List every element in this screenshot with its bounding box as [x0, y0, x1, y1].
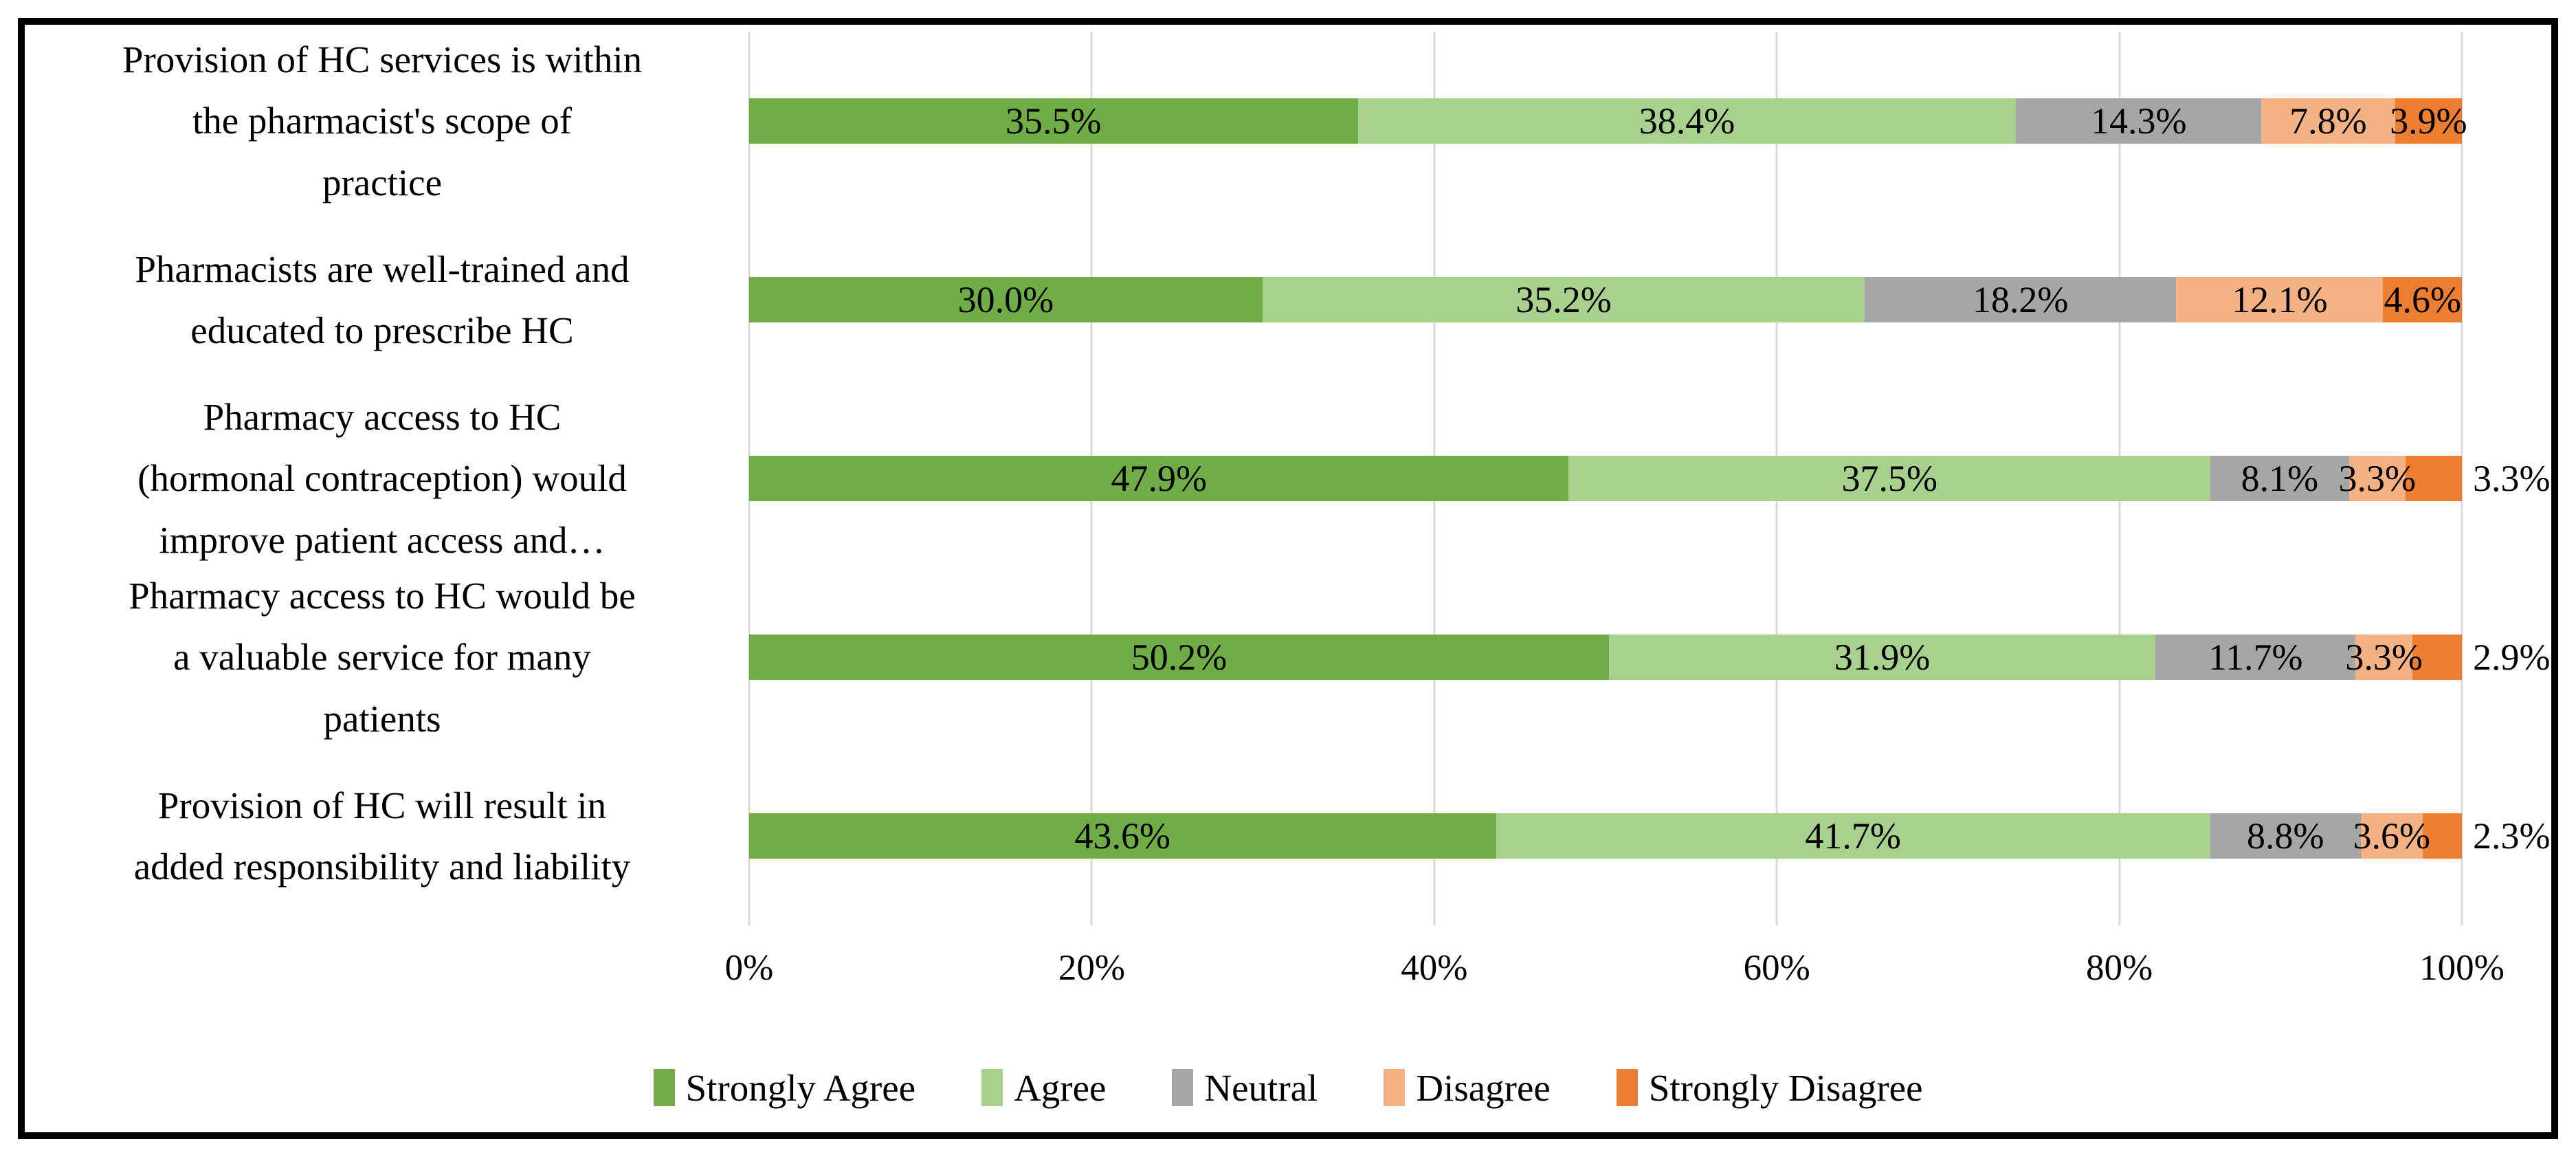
bar-segment-strongly-disagree: 3.3%: [2405, 456, 2550, 501]
bar-segment-disagree: 7.8%: [2261, 98, 2395, 144]
data-label-agree: 38.4%: [1639, 100, 1735, 142]
category-label: Provision of HC services is within the p…: [122, 38, 643, 203]
bar-segment-disagree: 3.3%: [2338, 456, 2416, 501]
legend-marker-strongly-agree-icon: [653, 1069, 675, 1106]
bar-segment-strongly-agree: 50.2%: [749, 635, 1609, 680]
legend-marker-neutral-icon: [1172, 1069, 1194, 1106]
data-label-disagree: 12.1%: [2232, 279, 2328, 320]
data-label-strongly-disagree: 3.9%: [2390, 100, 2467, 142]
bar-segment-strongly-agree: 35.5%: [749, 98, 1358, 144]
data-label-strongly-agree: 43.6%: [1074, 815, 1170, 857]
legend-label: Agree: [1014, 1066, 1107, 1109]
bar-segment-neutral: 14.3%: [2016, 98, 2262, 144]
bar-row: 30.0% 35.2% 18.2% 12.1% 4.6%: [749, 210, 2462, 389]
bar-segment-strongly-agree: 43.6%: [749, 813, 1496, 859]
legend-label: Neutral: [1204, 1066, 1318, 1109]
data-label-strongly-disagree: 3.3%: [2472, 458, 2551, 499]
bar-track: 50.2% 31.9% 11.7% 3.3% 2.9%: [749, 635, 2550, 680]
legend-label: Strongly Disagree: [1648, 1066, 1923, 1109]
bar-segment-neutral: 11.7%: [2155, 635, 2356, 680]
data-label-disagree: 3.3%: [2338, 458, 2416, 499]
data-label-neutral: 8.1%: [2241, 458, 2319, 499]
data-label-strongly-agree: 50.2%: [1131, 637, 1228, 678]
x-tick-label: 80%: [2086, 948, 2153, 988]
legend-item-disagree: Disagree: [1384, 1066, 1551, 1110]
bar-segment-agree: 31.9%: [1608, 635, 2155, 680]
x-tick-label: 40%: [1401, 948, 1468, 988]
category-axis: Provision of HC services is within the p…: [27, 32, 737, 925]
bar-row: 50.2% 31.9% 11.7% 3.3% 2.9%: [749, 568, 2550, 747]
legend-marker-disagree-icon: [1384, 1069, 1406, 1106]
data-label-strongly-agree: 35.5%: [1006, 100, 1102, 142]
bar-segment-strongly-disagree: 2.3%: [2422, 813, 2550, 859]
bar-segment-strongly-disagree: 4.6%: [2383, 277, 2462, 322]
bar-segment-disagree: 12.1%: [2176, 277, 2384, 322]
legend-marker-strongly-disagree-icon: [1616, 1069, 1638, 1106]
bar-segment-neutral: 18.2%: [1865, 277, 2177, 322]
x-tick-label: 0%: [724, 948, 774, 988]
data-label-strongly-disagree: 4.6%: [2384, 279, 2461, 320]
bar-segment-strongly-disagree: 2.9%: [2412, 635, 2550, 680]
category-label: Pharmacists are well-trained and educate…: [135, 247, 630, 351]
data-label-disagree: 7.8%: [2289, 100, 2367, 142]
bar-track: 47.9% 37.5% 8.1% 3.3% 3.3%: [749, 456, 2550, 501]
bar-track: 35.5% 38.4% 14.3% 7.8% 3.9%: [749, 98, 2467, 144]
bar-row: 35.5% 38.4% 14.3% 7.8% 3.9%: [749, 32, 2467, 210]
bar-segment-agree: 37.5%: [1568, 456, 2211, 501]
legend-item-neutral: Neutral: [1172, 1066, 1318, 1110]
bar-segment-agree: 35.2%: [1262, 277, 1865, 322]
bar-row: 47.9% 37.5% 8.1% 3.3% 3.3%: [749, 389, 2550, 568]
data-label-strongly-agree: 47.9%: [1111, 458, 1207, 499]
bar-rows-layer: 35.5% 38.4% 14.3% 7.8% 3.9% 30.0% 35.2% 18.2% 12…: [749, 32, 2550, 925]
bar-segment-strongly-agree: 30.0%: [749, 277, 1263, 322]
legend-marker-agree-icon: [981, 1069, 1003, 1106]
data-label-neutral: 18.2%: [1972, 279, 2069, 320]
category-label: Provision of HC will result in added res…: [133, 784, 631, 888]
gridline: [2461, 32, 2463, 925]
bar-segment-neutral: 8.8%: [2210, 813, 2361, 859]
bar-segment-disagree: 3.6%: [2353, 813, 2430, 859]
data-label-disagree: 3.6%: [2353, 815, 2431, 857]
bar-track: 30.0% 35.2% 18.2% 12.1% 4.6%: [749, 277, 2462, 322]
x-tick-label: 60%: [1743, 948, 1810, 988]
data-label-strongly-disagree: 2.3%: [2472, 815, 2551, 857]
data-label-neutral: 11.7%: [2208, 637, 2303, 678]
data-label-strongly-agree: 30.0%: [957, 279, 1054, 320]
data-label-agree: 41.7%: [1805, 815, 1901, 857]
x-tick-label: 20%: [1058, 948, 1125, 988]
bar-segment-neutral: 8.1%: [2210, 456, 2349, 501]
bar-segment-disagree: 3.3%: [2345, 635, 2423, 680]
data-label-neutral: 8.8%: [2247, 815, 2324, 857]
bar-track: 43.6% 41.7% 8.8% 3.6% 2.3%: [749, 813, 2550, 859]
bar-segment-agree: 41.7%: [1496, 813, 2210, 859]
bar-segment-strongly-disagree: 3.9%: [2390, 98, 2467, 144]
data-label-agree: 35.2%: [1515, 279, 1612, 320]
category-label: Pharmacy access to HC (hormonal contrace…: [137, 396, 627, 561]
x-axis: 0% 20% 40% 60% 80% 100%: [725, 947, 2505, 1002]
legend-item-agree: Agree: [981, 1066, 1106, 1110]
legend-label: Strongly Agree: [685, 1066, 916, 1109]
legend-item-strongly-agree: Strongly Agree: [653, 1066, 916, 1110]
legend: Strongly Agree Agree Neutral Disagree Strong…: [27, 1053, 2549, 1122]
bar-segment-strongly-agree: 47.9%: [749, 456, 1569, 501]
legend-item-strongly-disagree: Strongly Disagree: [1616, 1066, 1923, 1110]
legend-label: Disagree: [1416, 1066, 1551, 1109]
bar-row: 43.6% 41.7% 8.8% 3.6% 2.3%: [749, 747, 2550, 925]
data-label-agree: 31.9%: [1834, 637, 1931, 678]
data-label-disagree: 3.3%: [2345, 637, 2423, 678]
x-tick-label: 100%: [2419, 948, 2505, 988]
category-label: Pharmacy access to HC would be a valuabl…: [129, 575, 636, 740]
plot-area: 35.5% 38.4% 14.3% 7.8% 3.9% 30.0% 35.2% 18.2% 12…: [748, 32, 2550, 925]
bar-segment-agree: 38.4%: [1357, 98, 2017, 144]
data-label-strongly-disagree: 2.9%: [2472, 637, 2551, 678]
data-label-agree: 37.5%: [1841, 458, 1937, 499]
data-label-neutral: 14.3%: [2091, 100, 2187, 142]
